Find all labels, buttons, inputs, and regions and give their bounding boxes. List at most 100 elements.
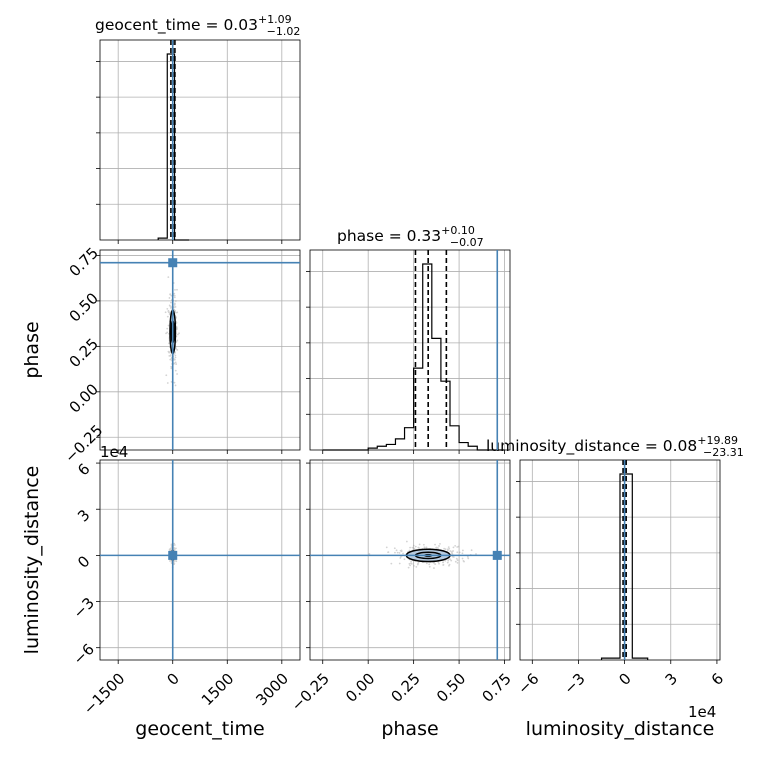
x-tick-label-phase: −0.25: [288, 670, 333, 715]
y-tick-label-luminosity_distance: 3: [74, 506, 93, 525]
scatter-point: [166, 331, 169, 334]
scatter-point: [454, 545, 457, 547]
scatter-point: [442, 564, 445, 566]
truth-marker: [168, 258, 178, 268]
scatter-point: [167, 310, 170, 313]
scatter-point: [169, 549, 172, 551]
scatter-point: [385, 546, 388, 549]
scatter-point: [439, 542, 441, 545]
scatter-point: [169, 358, 172, 361]
scatter-point: [166, 382, 169, 384]
offset-label-y-luminosity-distance: 1e4: [100, 443, 128, 461]
scatter-point: [174, 309, 177, 312]
scatter-point: [416, 563, 419, 566]
scatter-point: [167, 310, 170, 313]
scatter-point: [433, 561, 436, 564]
scatter-point: [455, 557, 458, 560]
title-geocent-time-name: geocent_time: [95, 16, 201, 35]
panel-grid: [310, 460, 510, 660]
scatter-point: [395, 549, 398, 552]
title-luminosity-distance-minus: −23.31: [703, 446, 744, 459]
scatter-point: [450, 559, 453, 562]
scatter-point: [449, 550, 452, 552]
scatter-point: [451, 550, 454, 553]
scatter-point: [175, 340, 178, 343]
scatter-point: [173, 306, 176, 308]
title-phase-name: phase: [337, 227, 384, 245]
scatter-point: [166, 315, 169, 318]
scatter-point: [387, 551, 390, 554]
scatter-point: [414, 545, 417, 548]
truth-marker: [492, 550, 502, 560]
scatter-point: [168, 312, 171, 315]
scatter-point: [423, 546, 426, 549]
scatter-point: [461, 552, 464, 555]
scatter-point: [176, 327, 178, 330]
scatter-point: [428, 565, 431, 568]
scatter-point: [425, 546, 428, 549]
offset-label-x-luminosity-distance: 1e4: [688, 703, 716, 721]
scatter-point: [167, 309, 170, 312]
scatter-point: [409, 564, 411, 567]
scatter-point: [400, 549, 403, 552]
ylabel-luminosity-distance: luminosity_distance: [21, 466, 43, 655]
histogram-geocent_time: [157, 53, 190, 241]
scatter-point: [173, 562, 176, 565]
panel-frame: [99, 249, 301, 451]
scatter-point: [399, 555, 402, 558]
scatter-point: [461, 557, 464, 560]
title-luminosity-distance: luminosity_distance = 0.08+19.89 −23.31: [486, 434, 744, 459]
scatter-point: [409, 546, 411, 549]
ylabel-phase: phase: [21, 321, 43, 378]
scatter-point: [444, 559, 447, 562]
scatter-point: [438, 562, 440, 565]
x-tick-label-phase: 0.00: [342, 670, 378, 706]
scatter-point: [168, 351, 171, 354]
scatter-point: [387, 551, 389, 554]
scatter-point: [408, 549, 411, 552]
scatter-point: [399, 549, 402, 552]
scatter-point: [175, 321, 178, 324]
scatter-point: [173, 548, 176, 551]
scatter-point: [425, 562, 428, 565]
scatter-point: [475, 553, 477, 555]
scatter-point: [174, 300, 177, 302]
histogram-luminosity_distance: [600, 473, 649, 660]
scatter-point: [170, 367, 173, 370]
scatter-point: [175, 363, 178, 365]
scatter-point: [394, 551, 396, 554]
scatter-point: [167, 324, 170, 327]
scatter-point: [169, 560, 171, 562]
scatter-point: [168, 297, 171, 299]
scatter-point: [422, 543, 425, 546]
scatter-point: [396, 551, 399, 554]
scatter-point: [167, 350, 170, 353]
scatter-point: [174, 311, 177, 314]
scatter-point: [437, 547, 439, 549]
scatter-point: [165, 374, 168, 377]
panel-frame: [99, 39, 301, 241]
scatter-point: [170, 543, 173, 546]
title-luminosity-distance-name: luminosity_distance: [486, 437, 640, 456]
scatter-point: [449, 558, 451, 561]
title-geocent-time-plus: +1.09: [258, 13, 292, 26]
y-tick-label-luminosity_distance: 0: [74, 552, 93, 571]
x-tick-label-phase: 0.50: [433, 670, 469, 706]
y-tick-label-phase: 0.50: [66, 289, 102, 325]
scatter-point: [167, 276, 170, 279]
histogram-phase: [322, 263, 505, 451]
scatter-point: [174, 358, 176, 361]
scatter-point: [462, 560, 465, 562]
x-tick-label-geocent_time: 0: [164, 670, 183, 689]
panel-grid: [100, 460, 300, 660]
scatter-point: [174, 547, 176, 550]
title-luminosity-distance-plus: +19.89: [697, 434, 738, 447]
scatter-point: [398, 562, 401, 565]
title-geocent-time-median: 0.03: [223, 16, 258, 34]
scatter-point: [444, 548, 447, 550]
scatter-point: [448, 563, 451, 566]
xlabel-phase: phase: [381, 718, 438, 740]
scatter-point: [432, 561, 435, 564]
scatter-point: [435, 546, 438, 549]
